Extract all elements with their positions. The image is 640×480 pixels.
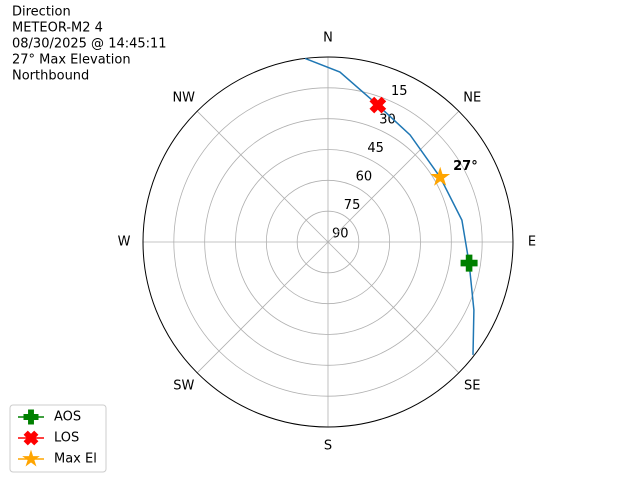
r-tick-label: 30 [379,113,396,128]
grid-spoke [327,241,460,374]
title-line: 08/30/2025 @ 14:45:11 [12,37,167,52]
theta-tick-label: W [118,235,131,250]
theta-tick-label: E [528,235,536,250]
r-tick-label: 60 [356,170,373,185]
legend-label: Max El [54,452,97,467]
legend-label: AOS [54,410,81,425]
title-line: METEOR-M2 4 [12,21,103,36]
legend-marker [23,409,39,425]
legend-box [9,404,107,473]
grid-spoke [196,241,329,374]
legend-marker [22,449,40,467]
theta-tick-label: NW [172,90,195,105]
theta-tick-label: S [324,439,332,454]
grid-spoke [327,110,460,243]
theta-tick-label: SW [173,379,194,394]
point-marker [369,96,387,114]
point-marker [460,254,478,272]
annotation: 27° [453,159,478,174]
polar-frame [142,56,514,428]
legend-label: LOS [54,431,79,446]
r-tick-label: 15 [391,84,408,99]
r-tick-label: 90 [332,227,349,242]
r-tick-label: 75 [344,198,361,213]
r-tick-label: 45 [367,141,384,156]
theta-tick-label: N [323,31,333,46]
title-line: 27° Max Elevation [12,53,131,68]
title-line: Northbound [12,69,89,84]
title-line: Direction [12,5,71,20]
point-marker [430,166,451,186]
theta-tick-label: NE [463,90,481,105]
theta-tick-label: SE [464,379,480,394]
legend-marker [23,430,39,446]
grid-spoke [196,110,329,243]
